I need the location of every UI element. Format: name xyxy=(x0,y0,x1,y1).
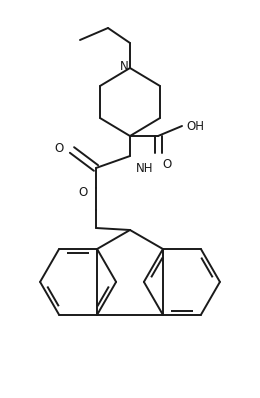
Text: NH: NH xyxy=(136,162,153,175)
Text: N: N xyxy=(120,59,128,72)
Text: O: O xyxy=(79,185,88,199)
Text: OH: OH xyxy=(186,119,204,133)
Text: O: O xyxy=(55,142,64,154)
Text: O: O xyxy=(162,158,171,171)
